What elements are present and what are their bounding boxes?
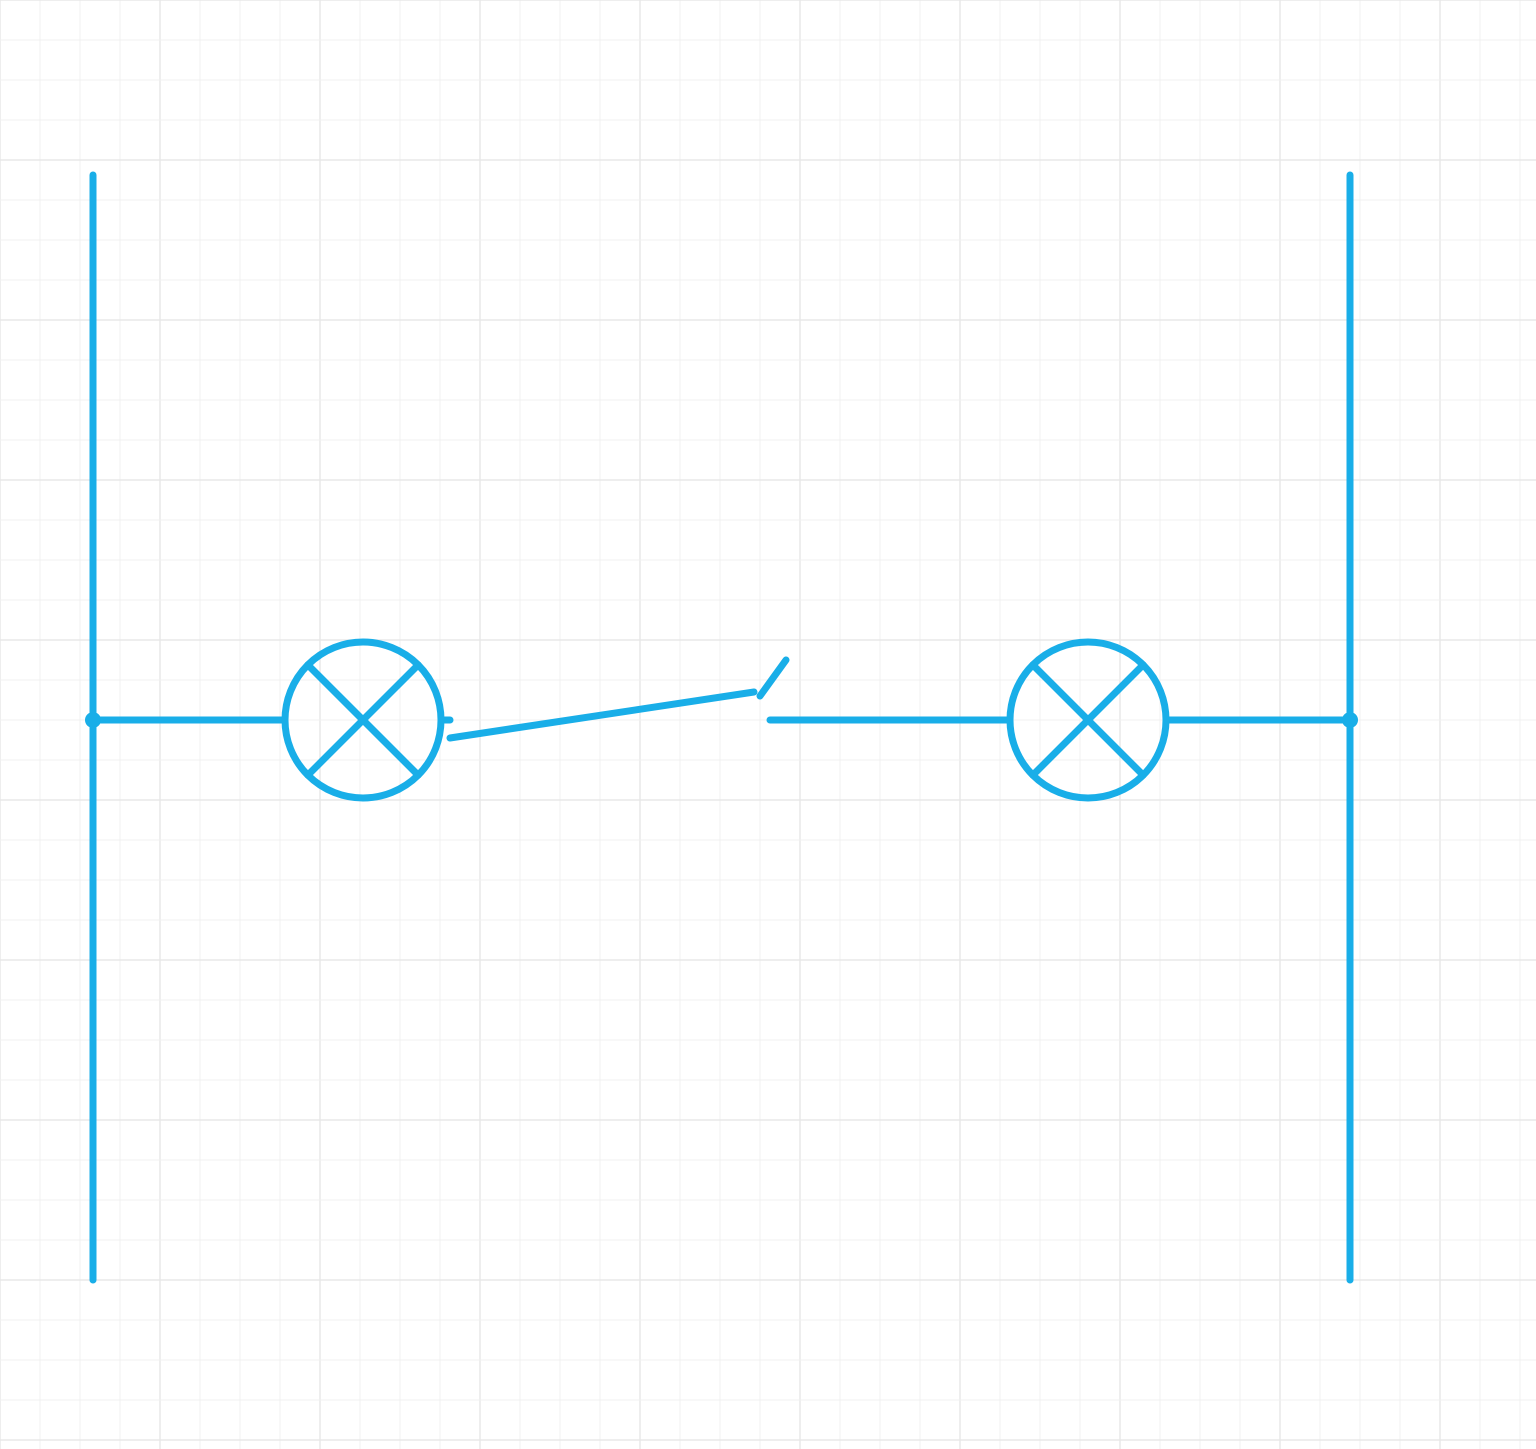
junction-right	[1342, 712, 1358, 728]
junction-left	[85, 712, 101, 728]
switch-open	[450, 692, 754, 738]
lamp-right	[1010, 642, 1166, 798]
circuit-diagram	[0, 0, 1536, 1449]
lamp-left	[285, 642, 441, 798]
switch-tick	[760, 660, 786, 696]
